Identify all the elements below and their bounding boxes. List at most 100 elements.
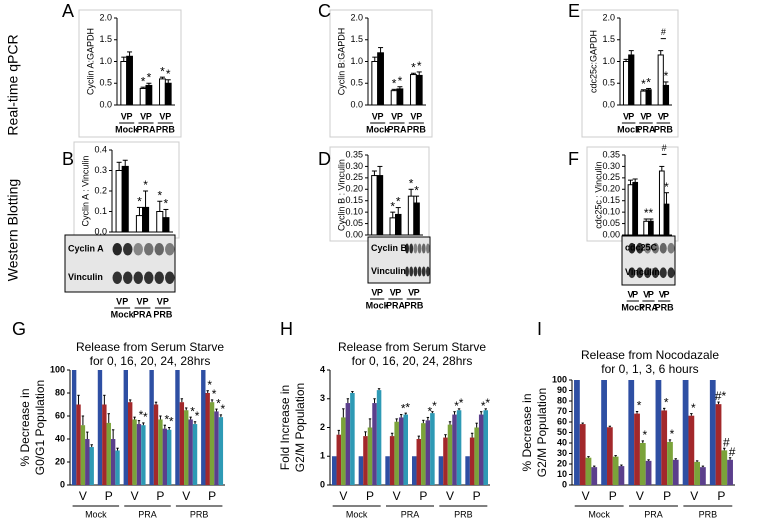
bar-label: V [390,287,396,297]
blot-band [628,267,636,279]
y-tick-label: 70 [557,406,567,416]
y-tick-label: 0.0 [602,99,615,109]
bar-label: V [136,296,142,306]
blot-band [636,242,644,254]
blot-band [659,267,667,279]
group-label: PRA [138,509,157,519]
significance: * [411,60,416,74]
significance: #* [715,389,727,403]
blot-label: Vinculin [68,272,103,282]
significance: * [392,77,397,91]
significance: * [641,77,646,91]
bar [452,414,457,485]
significance: * [166,67,171,81]
x-tick-label: V [446,489,454,503]
x-tick-label: P [156,489,164,503]
bar [643,220,649,236]
bar [218,417,224,485]
group-label: PRB [153,309,173,319]
significance: * [390,199,395,213]
blot-band [651,242,659,254]
y-tick-label: 0.5 [602,78,615,88]
bar [715,404,722,485]
y-tick-label: 0.20 [345,184,363,194]
bar [345,403,351,485]
bar [430,413,435,485]
bar [413,202,420,236]
bar-label: P [632,289,638,299]
panel-letter: F [568,149,579,169]
bar [627,184,634,236]
bar [727,459,733,485]
y-axis-label: Cyclin B : Vinculin [336,159,346,231]
bracket-label: # [661,27,666,37]
bar [159,78,166,106]
y-tick-label: 0.05 [345,218,363,228]
x-tick-label: V [339,489,347,503]
bar [97,370,103,485]
bar [421,423,426,485]
bar [694,461,701,485]
bar [622,61,630,106]
blot-band [417,243,422,254]
group-label: PRB [190,509,209,519]
significance: * [481,399,486,413]
bar [142,206,150,233]
bar [579,424,586,485]
y-tick-label: 0.0 [99,99,112,109]
group-label: PRA [386,300,406,310]
y-tick-label: 30 [557,448,567,458]
x-tick-label: P [105,489,113,503]
plot-frame [581,9,679,138]
y-tick-label: 0.0 [350,99,363,109]
blot-band [644,267,652,279]
bar [648,220,654,236]
bar [394,421,399,485]
blot-band [409,266,414,277]
significance: * [454,399,459,413]
blot-band [405,243,409,254]
panel-letter: A [62,1,74,21]
panel-letter: E [568,1,580,21]
x-tick-label: V [182,489,190,503]
y-axis-label: % Decrease in [18,388,32,466]
blot-band [421,266,426,277]
x-tick-label: V [636,489,644,503]
significance: * [169,415,174,429]
y-tick-label: 0.30 [602,161,620,171]
bar [412,456,417,485]
significance: * [147,70,152,84]
significance: * [664,180,669,194]
panel-letter: C [318,1,331,21]
group-label: PRB [454,509,473,519]
blot-band [667,242,675,254]
y-tick-label: 0.35 [345,149,363,159]
blot-band [123,271,133,285]
bar [721,450,728,485]
y-axis-label: cdc25c:GAPDH [588,30,598,93]
significance: * [216,396,221,410]
significance: * [405,400,410,414]
x-tick-label: V [79,489,87,503]
group-label: PRA [387,124,407,134]
x-tick-label: V [690,489,698,503]
bar [395,213,402,236]
blot-band [144,271,154,285]
blot-band [636,267,644,279]
bar [385,456,390,485]
bar [601,380,607,485]
bar [612,456,619,485]
group-label: PRB [654,124,674,134]
bar [645,89,652,106]
significance: * [646,76,651,90]
y-tick-label: 20 [55,456,65,466]
y-tick-label: 40 [557,437,567,447]
y-tick-label: 90 [557,385,567,395]
y-tick-label: 0.00 [345,229,363,239]
blot-band [667,267,675,279]
group-label: PRB [655,302,675,312]
bar [645,460,652,485]
bar [141,425,146,485]
bar-label: P [664,289,670,299]
